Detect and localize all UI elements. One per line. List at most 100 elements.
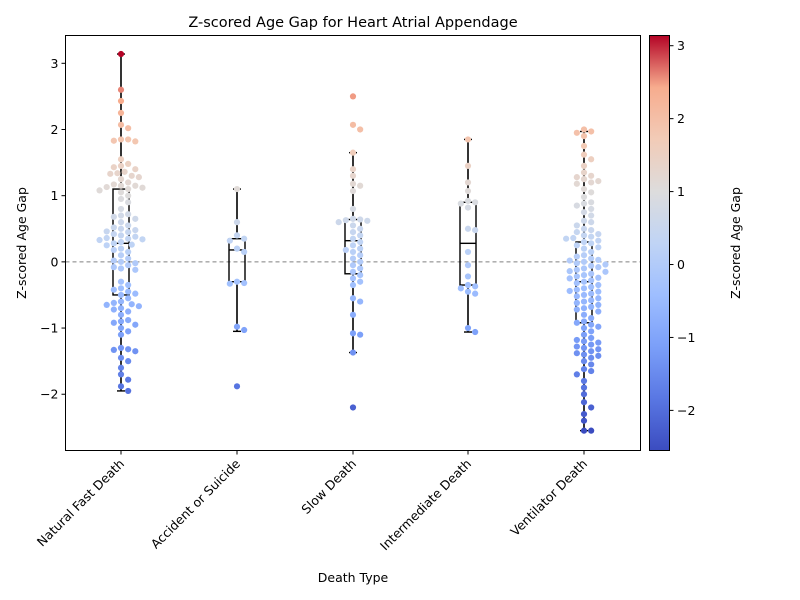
data-point [580, 298, 588, 305]
data-point [125, 185, 132, 193]
data-point [349, 275, 357, 282]
data-point [125, 387, 132, 395]
data-point [132, 166, 139, 173]
data-point [125, 376, 132, 383]
data-point [580, 176, 588, 183]
data-point [125, 262, 132, 269]
data-point [588, 199, 595, 206]
data-point [117, 156, 125, 163]
data-point [588, 255, 595, 262]
data-point [580, 278, 588, 285]
data-point [580, 265, 588, 272]
data-point [125, 358, 132, 365]
data-point [573, 306, 580, 313]
data-point [335, 219, 342, 226]
data-point [125, 160, 132, 168]
data-point [464, 273, 472, 280]
data-point [588, 367, 595, 375]
data-point [349, 149, 357, 156]
data-point [573, 180, 580, 187]
data-point [117, 265, 125, 272]
data-point [117, 383, 125, 390]
data-point [125, 228, 132, 236]
data-point [588, 179, 595, 186]
data-point [588, 219, 595, 226]
data-point [573, 222, 580, 229]
data-point [132, 321, 139, 328]
data-point [125, 317, 132, 324]
y-tick-label: 1 [51, 188, 59, 203]
data-point [117, 258, 125, 265]
data-point [135, 303, 142, 310]
plot-area [65, 50, 641, 434]
data-point [588, 240, 595, 247]
data-point [117, 219, 125, 226]
data-point [595, 323, 602, 330]
data-point [103, 242, 110, 249]
data-point [464, 324, 472, 332]
data-point [132, 138, 139, 145]
chart-title: Z-scored Age Gap for Heart Atrial Append… [188, 15, 517, 31]
colorbar-tick-label: −1 [677, 330, 695, 345]
data-point [128, 301, 135, 308]
data-point [233, 278, 241, 285]
data-point [110, 224, 117, 231]
y-axis: −2 −1 0 1 2 3 [40, 56, 66, 402]
data-point [588, 297, 595, 304]
data-point [573, 273, 580, 280]
data-point [117, 324, 125, 332]
data-point [573, 293, 580, 300]
data-point [139, 236, 146, 243]
data-point [357, 278, 364, 285]
data-point [349, 172, 357, 179]
data-point [580, 291, 588, 299]
data-point [357, 216, 364, 223]
data-point [595, 301, 602, 308]
data-point [117, 86, 125, 93]
data-point [349, 330, 357, 337]
data-point [573, 343, 580, 350]
data-point [573, 242, 580, 249]
data-point [110, 346, 117, 353]
data-point [588, 189, 595, 196]
data-point [588, 361, 595, 368]
data-point [233, 323, 241, 330]
data-point [580, 417, 588, 424]
data-point [110, 264, 117, 271]
data-point [110, 286, 117, 293]
data-point [125, 136, 132, 143]
data-point [595, 178, 602, 185]
data-point [580, 151, 588, 158]
data-point [580, 351, 588, 358]
data-point [573, 202, 580, 209]
data-point [349, 281, 357, 289]
data-point [580, 399, 588, 406]
data-point [125, 211, 132, 218]
data-point [117, 195, 125, 203]
data-point [110, 246, 117, 254]
data-point [349, 121, 357, 128]
x-tick-label: Intermediate Death [377, 456, 474, 553]
swarm-group [96, 50, 146, 395]
data-point [117, 205, 125, 213]
colorbar-tick-label: 3 [677, 38, 685, 53]
data-point [566, 275, 573, 282]
data-point [357, 252, 364, 259]
data-point [117, 232, 125, 239]
colorbar-gradient [649, 35, 670, 451]
data-point [588, 354, 595, 361]
data-point [573, 129, 580, 136]
data-point [117, 162, 125, 169]
data-point [117, 212, 125, 219]
data-point [349, 166, 357, 173]
data-point [110, 164, 117, 171]
data-point [342, 246, 349, 254]
data-point [464, 281, 472, 289]
data-point [580, 252, 588, 259]
colorbar-ticks: −2 −1 0 1 2 3 [669, 38, 695, 418]
data-point [588, 404, 595, 411]
data-point [241, 235, 248, 242]
data-point [110, 230, 117, 238]
data-point [117, 331, 125, 338]
data-point [117, 189, 125, 196]
